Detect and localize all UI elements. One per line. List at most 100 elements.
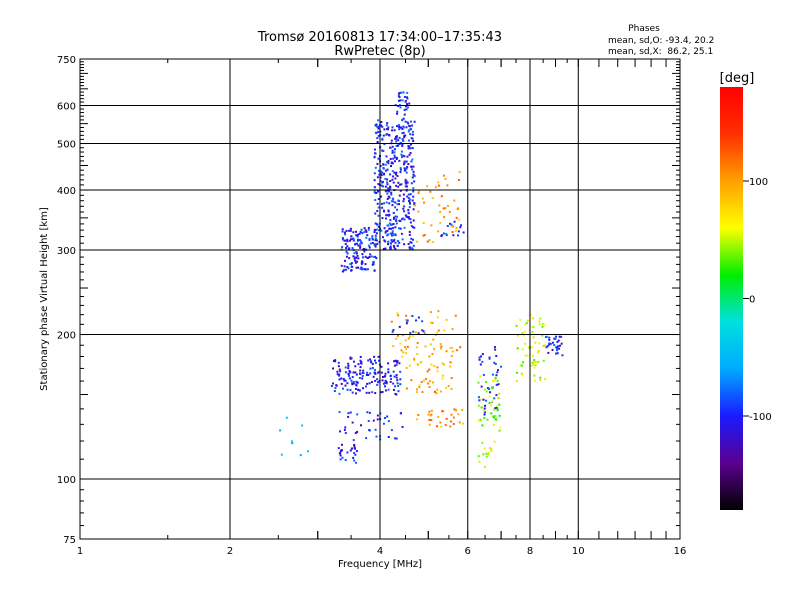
data-point (391, 162, 394, 165)
data-point (397, 99, 400, 102)
data-point (381, 217, 384, 220)
data-point (411, 158, 414, 161)
data-point (346, 238, 349, 241)
x-tick-label: 4 (377, 546, 383, 557)
data-point (389, 374, 392, 377)
data-point (393, 171, 396, 174)
data-point (397, 123, 400, 126)
data-point (404, 120, 407, 123)
data-point (429, 311, 432, 314)
data-point (377, 198, 380, 201)
y-axis-label: Stationary phase Virtual Height [km] (39, 207, 50, 391)
data-point (533, 374, 536, 377)
data-point (371, 237, 374, 240)
data-point (397, 94, 400, 97)
data-point (387, 162, 390, 165)
data-point (343, 428, 346, 431)
data-point (449, 361, 452, 364)
data-point (405, 171, 408, 174)
data-point (439, 210, 442, 213)
data-point (391, 330, 394, 333)
data-point (498, 403, 501, 406)
data-point (366, 268, 369, 271)
data-point (403, 155, 406, 158)
data-point (443, 215, 446, 218)
data-point (450, 225, 453, 228)
data-point (349, 411, 352, 414)
data-point (406, 165, 409, 168)
data-point (450, 387, 453, 390)
data-point (444, 424, 447, 427)
data-point (415, 391, 418, 394)
data-point (384, 169, 387, 172)
data-point (396, 312, 399, 315)
data-point (457, 179, 460, 182)
data-point (371, 362, 374, 365)
data-point (410, 379, 413, 382)
data-point (481, 353, 484, 356)
data-point (399, 126, 402, 129)
data-point (442, 363, 445, 366)
data-point (496, 371, 499, 374)
data-point (377, 130, 380, 133)
data-point (411, 176, 414, 179)
data-point (351, 383, 354, 386)
data-point (547, 351, 550, 354)
data-point (371, 367, 374, 370)
data-point (365, 268, 368, 271)
data-point (493, 346, 496, 349)
data-point (413, 203, 416, 206)
data-point (384, 379, 387, 382)
data-point (354, 261, 357, 264)
data-point (426, 185, 429, 188)
data-point (478, 356, 481, 359)
data-point (412, 238, 415, 241)
data-point (359, 246, 362, 249)
data-point (416, 342, 419, 345)
data-point (399, 171, 402, 174)
data-point (389, 146, 392, 149)
data-point (340, 382, 343, 385)
data-point (490, 412, 493, 415)
data-point (387, 371, 390, 374)
data-point (394, 177, 397, 180)
data-point (387, 420, 390, 423)
data-point (401, 355, 404, 358)
data-point (404, 214, 407, 217)
data-point (347, 267, 350, 270)
y-tick-label: 500 (57, 140, 76, 151)
data-point (484, 465, 487, 468)
data-point (556, 345, 559, 348)
data-point (405, 366, 408, 369)
data-point (492, 423, 495, 426)
data-point (352, 371, 355, 374)
data-point (377, 119, 380, 122)
data-point (483, 388, 486, 391)
data-point (408, 206, 411, 209)
data-point (397, 227, 400, 230)
data-point (356, 413, 359, 416)
data-point (445, 386, 448, 389)
data-point (528, 347, 531, 350)
data-point (355, 450, 358, 453)
data-point (391, 178, 394, 181)
data-point (386, 122, 389, 125)
data-point (348, 257, 351, 260)
data-point (387, 210, 390, 213)
data-point (359, 359, 362, 362)
data-point (555, 335, 558, 338)
data-point (394, 215, 397, 218)
data-point (406, 97, 409, 100)
data-point (417, 192, 420, 195)
data-point (391, 149, 394, 152)
data-point (381, 202, 384, 205)
data-point (383, 202, 386, 205)
data-point (361, 253, 364, 256)
data-point (339, 370, 342, 373)
data-point (413, 359, 416, 362)
data-point (544, 344, 547, 347)
data-point (483, 416, 486, 419)
data-point (352, 456, 355, 459)
data-point (404, 169, 407, 172)
data-point (368, 246, 371, 249)
